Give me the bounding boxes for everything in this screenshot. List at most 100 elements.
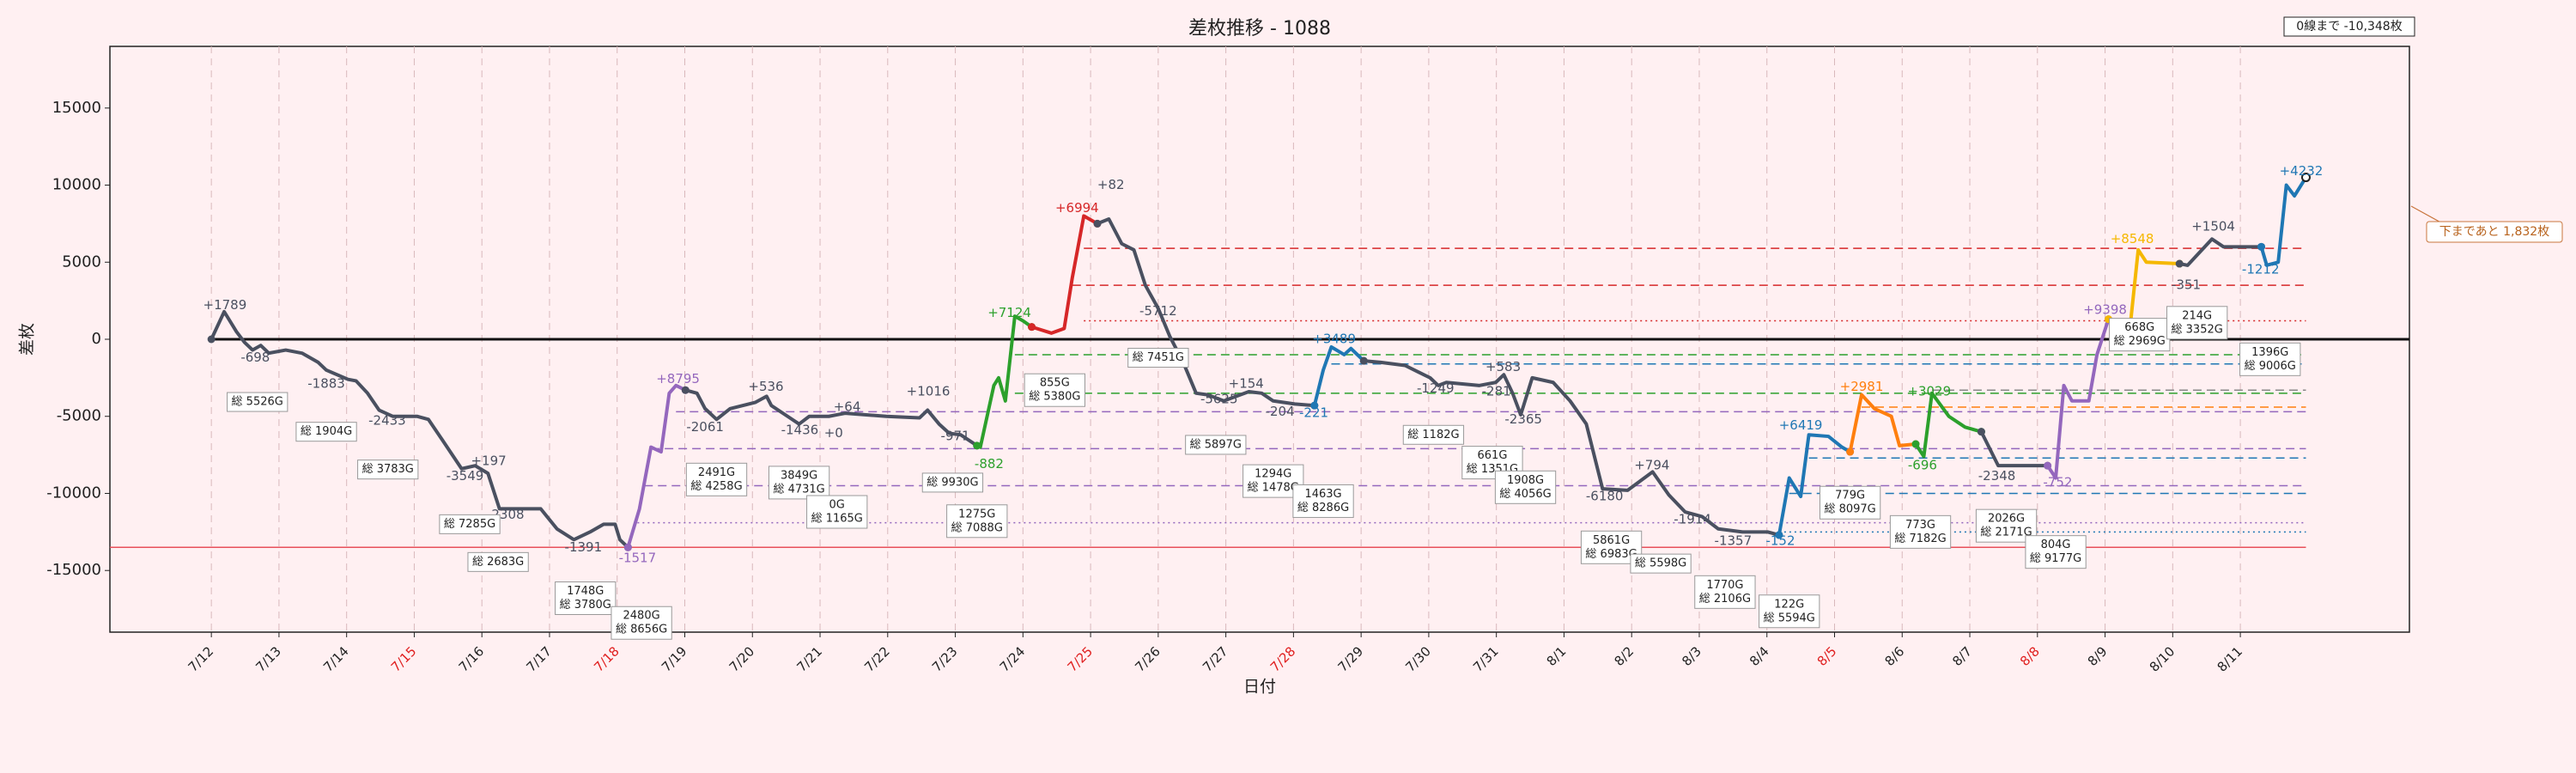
info-box-text: 779G [1835,490,1865,502]
point-label: -1914 [1674,511,1711,526]
info-box-text: 総 5380G [1029,391,1080,404]
info-box: 総 5897G [1185,435,1247,455]
point-label: +9398 [2083,301,2127,317]
series-line [1312,344,1365,406]
point-label: -1517 [619,550,657,565]
point-label: -6180 [1586,489,1624,504]
x-tick-label: 8/11 [2215,643,2246,675]
point-label: -752 [2043,474,2072,490]
x-tick-label: 7/16 [456,643,488,675]
info-box: 総 3783G [357,460,419,480]
corner-note-box [2283,16,2415,37]
y-tick-label: 0 [92,330,101,348]
info-box-text: 214G [2182,309,2212,322]
point [2300,173,2311,183]
x-tick-label: 7/17 [523,643,555,675]
x-tick-label: 8/10 [2147,643,2178,675]
info-box-frame [1630,553,1692,574]
info-box-text: 1294G [1255,468,1291,481]
point-label: +82 [1097,177,1125,192]
y-tick-label: 5000 [62,253,101,271]
info-box-text: 1275G [958,508,995,520]
info-box-text: 総 9930G [927,476,978,489]
point [973,441,981,450]
point-label: -281 [1482,384,1511,399]
point [2175,259,2184,268]
point-label: -3549 [447,468,484,484]
point-label: -698 [240,350,270,365]
info-box-text: 総 4731G [773,483,824,496]
info-box-text: 2491G [698,466,735,479]
info-box-text: 総 9006G [2245,360,2296,373]
chart-title: 差枚推移 - 1088 [1188,18,1331,40]
x-tick-label: 8/8 [2017,643,2043,669]
x-tick-label: 8/3 [1679,643,1704,669]
x-tick-label: 7/23 [929,643,961,675]
info-box-frame [685,462,748,496]
point-label: +6419 [1779,417,1823,433]
info-box-text: 3849G [781,469,817,482]
point [681,386,690,394]
x-tick-label: 8/4 [1747,643,1772,669]
info-box-frame [357,460,419,480]
info-box-text: 総 2106G [1699,593,1751,606]
info-box: 総 5526G [227,392,289,412]
point-label: +6994 [1055,200,1099,216]
info-box-text: 2480G [623,610,660,623]
info-box-text: 総 3352G [2172,323,2223,336]
point-label: -1391 [565,539,603,555]
x-tick-label: 7/12 [185,643,217,675]
point-label: -221 [1299,405,1328,421]
x-tick-label: 7/30 [1402,643,1434,675]
info-box-text: 総 1904G [301,425,352,438]
point [1310,401,1319,410]
info-box-text: 総 8286G [1297,502,1349,514]
info-box-text: 773G [1905,519,1935,532]
info-box-frame [806,495,868,529]
point-label: +64 [834,399,861,414]
point [2044,461,2052,470]
info-box-text: 総 5594G [1764,612,1815,624]
info-box-frame [1402,424,1465,445]
point-label: -1357 [1715,533,1753,549]
info-box-frame [467,551,529,572]
x-tick-label: 7/13 [252,643,284,675]
y-tick-label: -5000 [57,407,101,425]
callout: 下まであと 1,832枚 [2439,225,2549,239]
point [207,335,216,344]
info-box-frame [227,392,289,412]
info-box-frame [295,422,357,442]
info-box-text: 総 7088G [951,521,1003,534]
info-box-text: 総 7182G [1894,533,1946,545]
point [1775,531,1783,539]
info-box-text: 804G [2041,539,2071,551]
info-box-frame [1494,470,1557,504]
point-label: -1249 [1417,380,1455,396]
point-label: -1883 [307,376,345,392]
x-tick-label: 7/20 [726,643,758,675]
info-box-frame [1024,373,1085,407]
info-box-frame [2109,318,2171,352]
x-tick-label: 7/27 [1200,643,1231,675]
x-axis-label: 日付 [1243,678,1276,697]
series-line [626,383,687,548]
y-tick-label: -10000 [46,484,101,502]
point-label: -204 [1266,404,1295,419]
info-box-frame [2166,306,2228,340]
info-box-text: 2026G [1988,513,2025,526]
point-label: +1789 [204,297,247,313]
series-line [975,314,1033,449]
point-label: +1016 [907,384,951,399]
info-box-frame [2025,535,2087,569]
info-box-frame [768,466,830,500]
point [1911,440,1920,448]
info-box-text: 総 5526G [232,396,283,409]
y-tick-label: 15000 [52,99,101,117]
